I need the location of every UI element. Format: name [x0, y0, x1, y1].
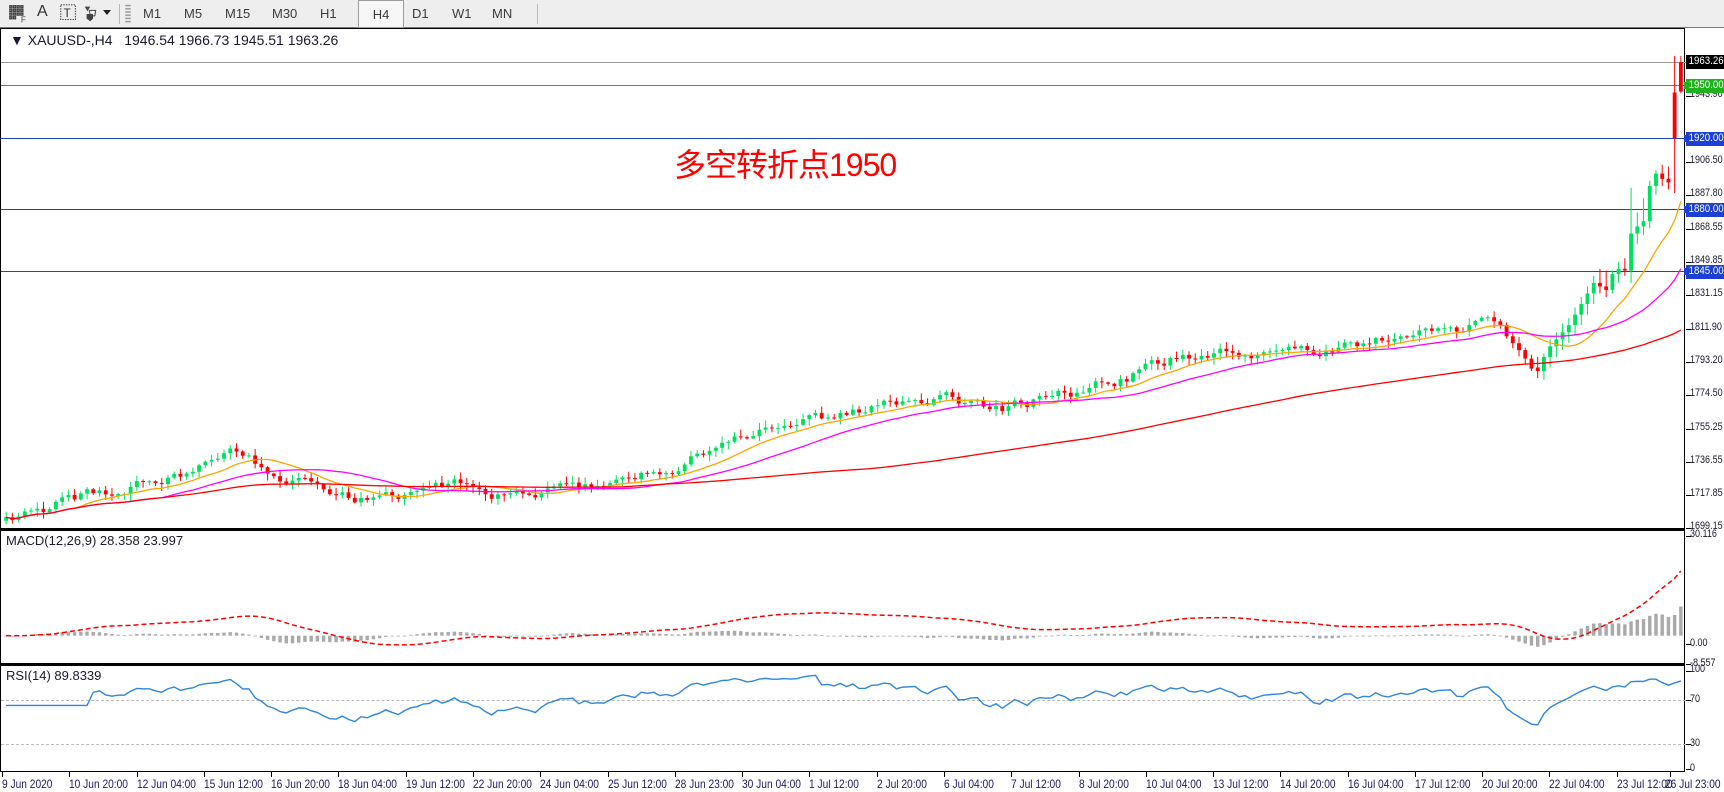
svg-text:T: T [64, 6, 71, 20]
svg-text:F: F [21, 15, 26, 24]
